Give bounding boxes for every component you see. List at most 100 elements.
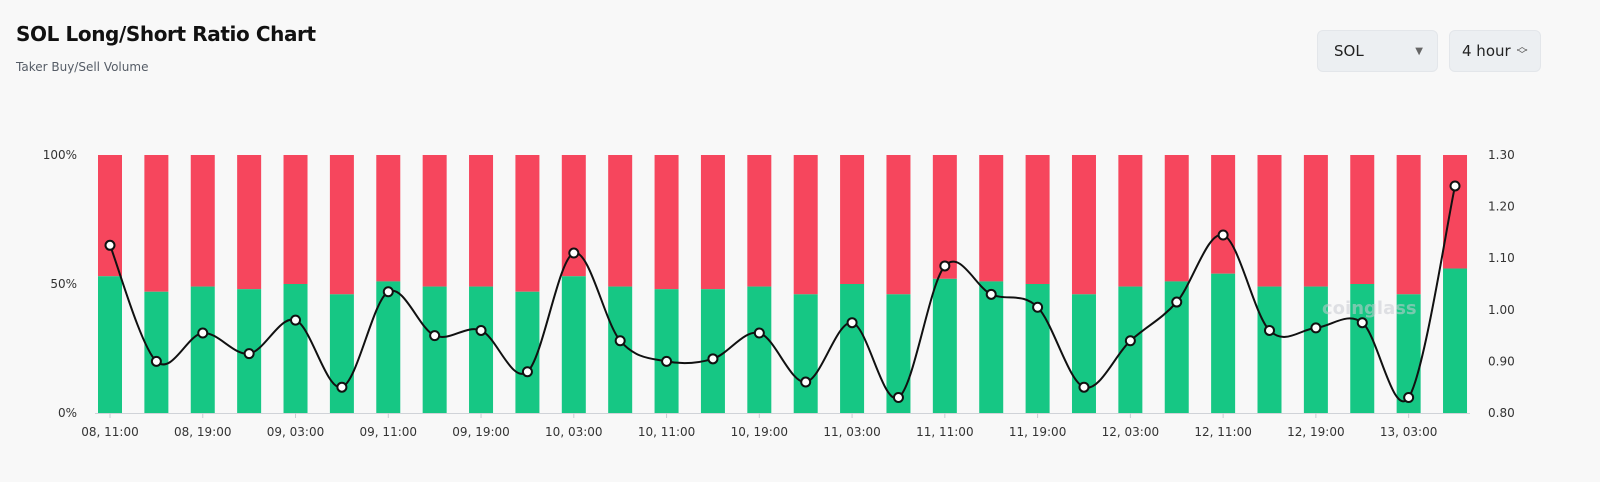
short-bar (932, 155, 957, 279)
short-bar (1396, 155, 1421, 295)
interval-select[interactable]: 4 hour ︿ ﹀ (1449, 30, 1541, 72)
ratio-point (1403, 392, 1415, 404)
x-axis-tick-label: 11, 11:00 (916, 425, 973, 439)
header: SOL Long/Short Ratio Chart Taker Buy/Sel… (16, 22, 316, 74)
ratio-line (109, 185, 1456, 403)
ratio-point (568, 247, 580, 259)
short-bar (422, 155, 447, 287)
long-bar (144, 291, 169, 413)
ratio-point (846, 317, 858, 329)
axes-layer: 0% 50% 100% 0.80 0.90 1.00 1.10 1.20 1.30 08, 11:… (43, 148, 1515, 439)
long-bar (979, 281, 1004, 413)
short-bar (283, 155, 308, 284)
long-bar (469, 286, 494, 413)
ratio-point (243, 348, 255, 360)
left-axis-tick-label: 0% (58, 406, 77, 420)
short-bar (1443, 155, 1468, 269)
long-bar (283, 284, 308, 413)
bars-layer (98, 155, 1468, 413)
left-axis-tick-label: 50% (50, 277, 77, 291)
short-bar (840, 155, 865, 284)
long-bar (98, 276, 122, 413)
up-down-chevron-icon: ︿ ﹀ (1516, 40, 1528, 61)
x-axis-tick-label: 10, 11:00 (638, 425, 695, 439)
long-bar (422, 286, 447, 413)
x-axis-tick-label: 09, 19:00 (452, 425, 509, 439)
long-bar (1211, 273, 1236, 413)
long-bar (1443, 268, 1468, 413)
short-bar (237, 155, 262, 290)
long-bar (1257, 286, 1282, 413)
short-bar (515, 155, 540, 292)
long-bar (190, 286, 215, 413)
short-bar (1118, 155, 1143, 287)
x-axis-tick-label: 08, 19:00 (174, 425, 231, 439)
right-axis-tick-label: 1.10 (1488, 251, 1515, 265)
short-bar (979, 155, 1004, 282)
short-bar (469, 155, 494, 287)
ratio-point (521, 366, 533, 378)
right-axis-tick-label: 0.90 (1488, 354, 1515, 368)
short-bar (700, 155, 725, 290)
short-bar (98, 155, 122, 277)
x-axis-tick-label: 10, 03:00 (545, 425, 602, 439)
symbol-select[interactable]: SOL ▼ (1317, 30, 1438, 72)
ratio-point (661, 355, 673, 367)
right-axis-tick-label: 0.80 (1488, 406, 1515, 420)
chevron-down-icon: ▼ (1415, 45, 1423, 57)
short-bar (1071, 155, 1096, 295)
right-axis-tick-label: 1.00 (1488, 303, 1515, 317)
short-bar (747, 155, 772, 287)
x-axis-tick-label: 12, 03:00 (1102, 425, 1159, 439)
long-bar (1071, 294, 1096, 413)
symbol-select-value: SOL (1334, 42, 1364, 60)
x-axis-tick-label: 11, 19:00 (1009, 425, 1066, 439)
page-subtitle: Taker Buy/Sell Volume (16, 60, 149, 74)
ratio-point (892, 392, 904, 404)
ratio-point (800, 376, 812, 388)
ratio-point (753, 327, 765, 339)
long-bar (793, 294, 818, 413)
x-axis-tick-label: 10, 19:00 (731, 425, 788, 439)
short-bar (1025, 155, 1050, 284)
watermark: coinglass (1322, 298, 1417, 319)
long-bar (747, 286, 772, 413)
short-bar (654, 155, 679, 290)
right-axis-tick-label: 1.20 (1488, 200, 1515, 214)
short-bar (793, 155, 818, 295)
short-bar (376, 155, 401, 282)
long-bar (840, 284, 865, 413)
ratio-point (985, 288, 997, 300)
long-bar (329, 294, 354, 413)
ratio-point (1310, 322, 1322, 334)
short-bar (190, 155, 215, 287)
x-axis-tick-label: 13, 03:00 (1380, 425, 1437, 439)
left-axis-tick-label: 100% (43, 148, 77, 162)
ratio-point (336, 381, 348, 393)
x-axis-tick-label: 12, 19:00 (1287, 425, 1344, 439)
ratio-point (1264, 324, 1275, 336)
x-axis-tick-label: 12, 11:00 (1194, 425, 1251, 439)
ratio-point (197, 327, 209, 339)
long-bar (1350, 284, 1375, 413)
ratio-point (429, 330, 441, 342)
ratio-point (614, 335, 626, 347)
long-bar (561, 276, 586, 413)
ratio-point (1032, 301, 1044, 313)
ratio-point (475, 324, 487, 336)
x-axis-tick-label: 11, 03:00 (823, 425, 880, 439)
short-bar (608, 155, 633, 287)
short-bar (1257, 155, 1282, 287)
ratio-point (1171, 296, 1183, 308)
ratio-point (1078, 381, 1090, 393)
ratio-point (1356, 317, 1368, 329)
short-bar (1164, 155, 1189, 282)
short-bar (1211, 155, 1236, 274)
ratio-point (1449, 180, 1461, 192)
short-bar (329, 155, 354, 295)
long-bar (932, 278, 957, 413)
ratio-point (104, 239, 116, 251)
page-title: SOL Long/Short Ratio Chart (16, 22, 316, 46)
long-bar (654, 289, 679, 413)
